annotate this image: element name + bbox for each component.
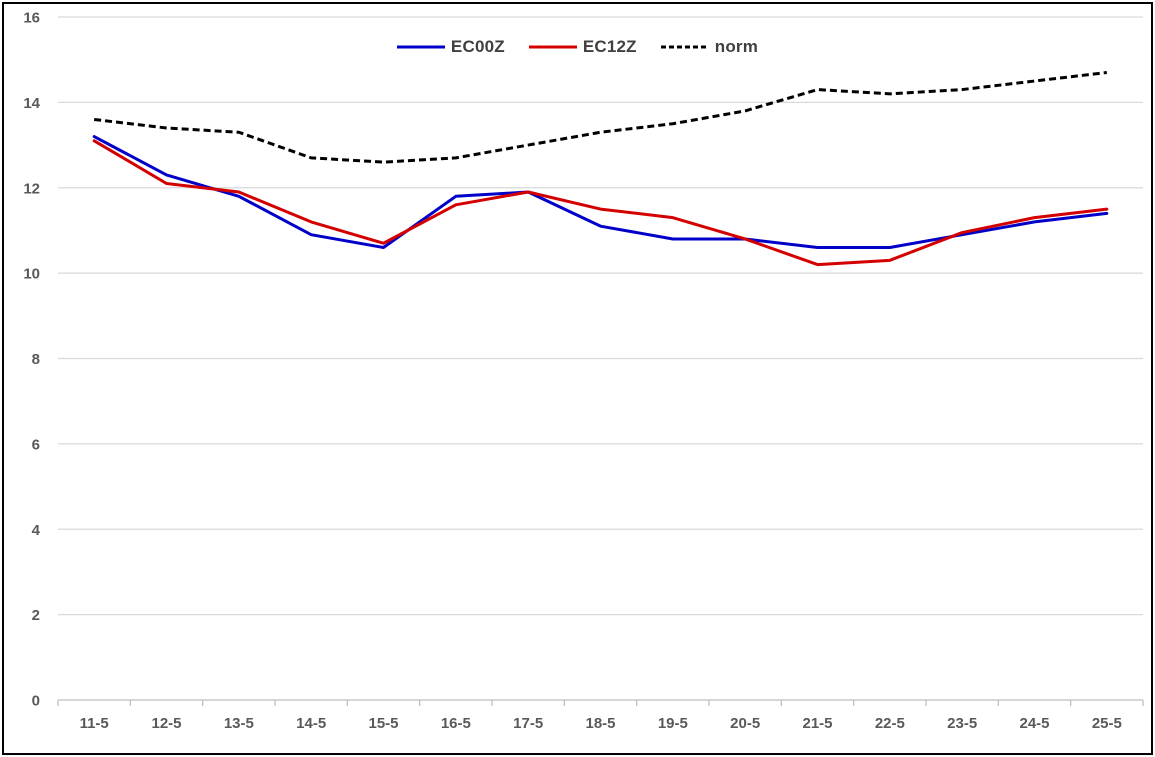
- x-tick-label-24-5: 24-5: [1019, 715, 1049, 732]
- x-tick-label-23-5: 23-5: [947, 715, 977, 732]
- x-tick-label-19-5: 19-5: [658, 715, 688, 732]
- x-tick-label-17-5: 17-5: [513, 715, 543, 732]
- x-tick-label-12-5: 12-5: [151, 715, 181, 732]
- y-tick-label-6: 6: [32, 436, 40, 453]
- x-tick-label-21-5: 21-5: [802, 715, 832, 732]
- x-tick-label-25-5: 25-5: [1092, 715, 1122, 732]
- x-tick-label-11-5: 11-5: [80, 715, 109, 732]
- series-line-EC00Z: [92, 135, 1109, 250]
- y-tick-label-14: 14: [23, 95, 40, 112]
- series-line-EC12Z: [92, 139, 1109, 267]
- x-tick-label-22-5: 22-5: [875, 715, 905, 732]
- y-tick-label-10: 10: [23, 266, 40, 283]
- x-tick-label-13-5: 13-5: [224, 715, 254, 732]
- x-tick-label-20-5: 20-5: [730, 715, 760, 732]
- y-tick-label-12: 12: [23, 180, 40, 197]
- y-tick-label-4: 4: [32, 522, 41, 539]
- x-tick-label-18-5: 18-5: [585, 715, 615, 732]
- y-tick-label-0: 0: [32, 693, 40, 710]
- y-tick-label-2: 2: [32, 607, 40, 624]
- x-tick-label-15-5: 15-5: [368, 715, 398, 732]
- y-tick-label-8: 8: [32, 351, 40, 368]
- x-tick-label-16-5: 16-5: [441, 715, 471, 732]
- y-tick-label-16: 16: [23, 10, 40, 27]
- x-tick-label-14-5: 14-5: [296, 715, 326, 732]
- series-line-norm: [93, 71, 1108, 164]
